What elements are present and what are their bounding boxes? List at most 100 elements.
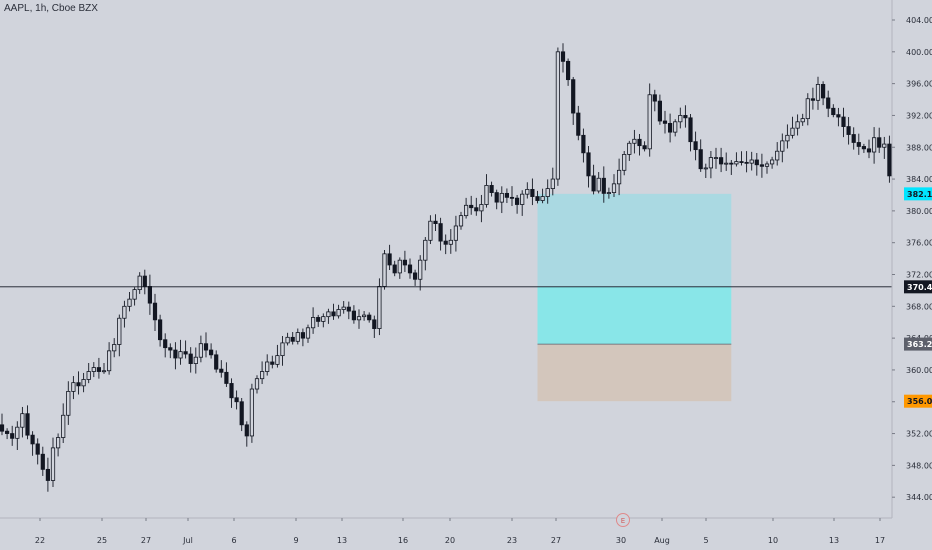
candle-body bbox=[407, 264, 413, 274]
candle bbox=[372, 315, 377, 338]
candle bbox=[234, 390, 239, 410]
candle-body bbox=[188, 353, 193, 364]
candle bbox=[137, 272, 142, 294]
candle-body bbox=[275, 355, 280, 365]
candle bbox=[759, 153, 765, 178]
candle-body bbox=[759, 164, 765, 167]
price-tick-label: 388.00 bbox=[906, 143, 932, 152]
candle bbox=[841, 107, 846, 138]
candle bbox=[683, 105, 688, 128]
candle bbox=[591, 164, 596, 195]
candle bbox=[407, 258, 413, 279]
candle-body bbox=[372, 319, 377, 329]
candle-body bbox=[846, 126, 851, 135]
candle-body bbox=[581, 134, 586, 154]
candle bbox=[484, 174, 489, 208]
candle bbox=[499, 186, 504, 214]
price-tick-label: 404.00 bbox=[906, 16, 932, 25]
time-axis[interactable]: 22 25 27 Jul 6 9 13 16 20 23 27 30 Aug 5 10 13 17 E bbox=[0, 513, 932, 550]
candle bbox=[275, 344, 280, 368]
time-tick-label: 20 bbox=[445, 536, 455, 545]
candle bbox=[703, 163, 708, 179]
candle bbox=[40, 446, 45, 476]
candle-body bbox=[566, 60, 571, 81]
candle bbox=[254, 375, 260, 394]
time-tick-label: Jul bbox=[182, 536, 193, 545]
candle-body bbox=[515, 197, 520, 205]
candle bbox=[86, 362, 91, 384]
candle-body bbox=[469, 204, 474, 209]
candle-body bbox=[300, 332, 306, 339]
candle-body bbox=[117, 317, 122, 345]
candle-body bbox=[25, 413, 30, 436]
candle bbox=[662, 110, 668, 134]
candle-body bbox=[729, 162, 734, 165]
price-axis[interactable]: 404.00 400.00 396.00 392.00 388.00 384.00 380.… bbox=[891, 0, 932, 550]
candle-body bbox=[601, 177, 606, 194]
target-price-badge-background bbox=[904, 187, 932, 201]
position-zones[interactable] bbox=[537, 193, 732, 402]
candle-body bbox=[290, 336, 295, 342]
candle-body bbox=[203, 343, 209, 351]
candle-body bbox=[367, 314, 372, 321]
candle-body bbox=[647, 94, 652, 150]
candle bbox=[15, 421, 20, 450]
candle bbox=[479, 194, 484, 223]
candle bbox=[331, 303, 336, 320]
candle bbox=[611, 174, 617, 197]
candle-body bbox=[800, 118, 805, 123]
candle bbox=[861, 143, 867, 153]
candle bbox=[193, 347, 198, 374]
candle-body bbox=[734, 161, 739, 165]
candle bbox=[734, 152, 739, 167]
candle-body bbox=[305, 327, 311, 339]
candle bbox=[198, 335, 203, 363]
candle bbox=[96, 357, 101, 379]
candle-body bbox=[550, 178, 555, 190]
candle bbox=[545, 179, 550, 204]
candle-body bbox=[142, 275, 147, 287]
target-zone-lower bbox=[537, 286, 732, 345]
time-axis-background bbox=[0, 518, 932, 550]
candle-body bbox=[815, 84, 821, 101]
candle bbox=[882, 136, 887, 159]
candle-body bbox=[591, 175, 596, 192]
candle bbox=[5, 428, 10, 440]
candle bbox=[515, 195, 520, 214]
candle-body bbox=[10, 433, 15, 439]
candle bbox=[122, 300, 127, 328]
price-tick-label: 372.00 bbox=[906, 271, 932, 280]
candle bbox=[815, 76, 821, 110]
candle bbox=[295, 328, 300, 345]
candle-body bbox=[229, 383, 234, 399]
candle-body bbox=[520, 193, 525, 205]
candles bbox=[0, 43, 932, 492]
candle bbox=[249, 383, 254, 443]
candle bbox=[321, 313, 326, 328]
candle bbox=[239, 398, 244, 432]
candle bbox=[805, 93, 810, 126]
candle-body bbox=[861, 146, 867, 150]
candle bbox=[469, 195, 474, 215]
entry-price-badge-label: 363.25 bbox=[907, 340, 932, 349]
candle bbox=[382, 249, 387, 290]
candle-body bbox=[239, 401, 244, 426]
price-axis-background bbox=[892, 0, 932, 550]
candle-body bbox=[484, 185, 489, 205]
candle bbox=[101, 363, 107, 374]
candle bbox=[698, 139, 703, 172]
price-tick-label: 396.00 bbox=[906, 80, 932, 89]
candle bbox=[530, 178, 535, 206]
candle bbox=[178, 339, 183, 365]
candle bbox=[127, 292, 132, 312]
candle-body bbox=[234, 397, 239, 403]
entry-price-badge: 363.25 bbox=[904, 337, 932, 351]
candle bbox=[438, 217, 443, 251]
candle bbox=[132, 287, 137, 306]
candle bbox=[647, 83, 652, 157]
candle-body bbox=[152, 302, 158, 321]
candle-body bbox=[535, 196, 540, 201]
candle bbox=[300, 328, 306, 347]
candle bbox=[10, 425, 15, 446]
